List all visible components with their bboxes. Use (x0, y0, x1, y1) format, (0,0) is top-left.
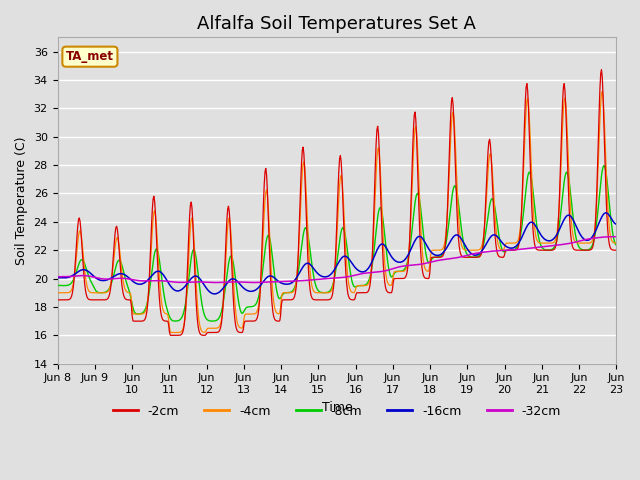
Legend: -2cm, -4cm, -8cm, -16cm, -32cm: -2cm, -4cm, -8cm, -16cm, -32cm (108, 400, 566, 423)
Y-axis label: Soil Temperature (C): Soil Temperature (C) (15, 136, 28, 265)
X-axis label: Time: Time (321, 401, 352, 414)
Title: Alfalfa Soil Temperatures Set A: Alfalfa Soil Temperatures Set A (198, 15, 476, 33)
Text: TA_met: TA_met (66, 50, 114, 63)
